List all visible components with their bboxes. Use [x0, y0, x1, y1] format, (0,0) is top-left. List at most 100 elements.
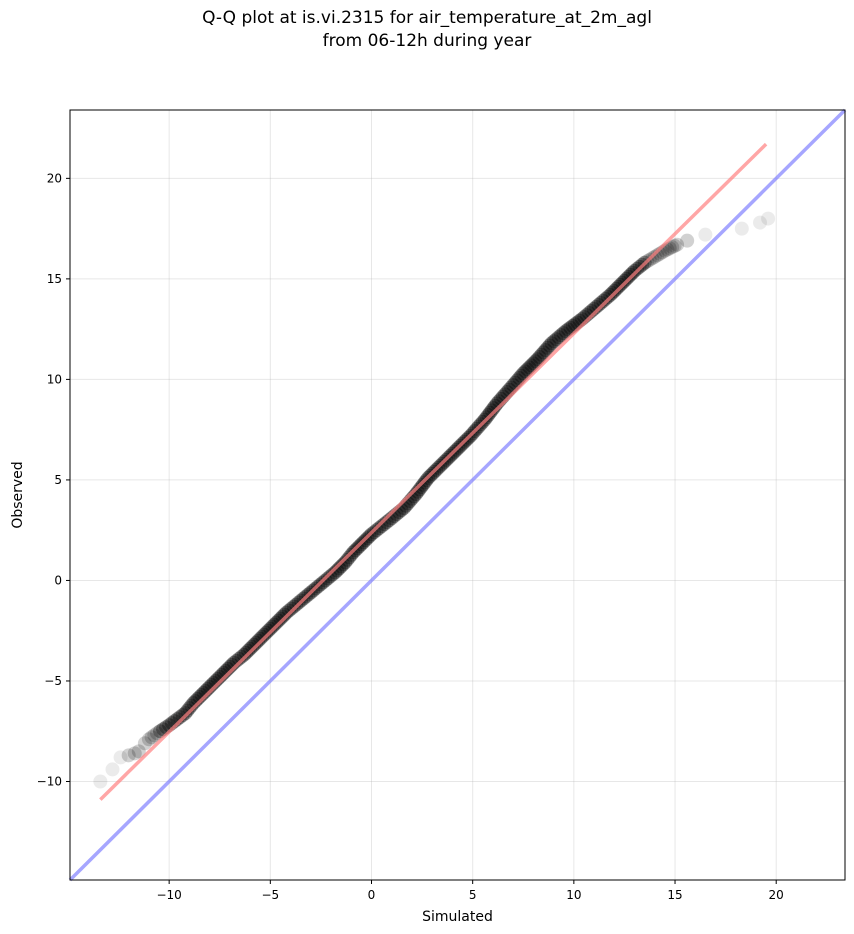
quantile-point [698, 227, 713, 242]
quantile-point [369, 523, 384, 538]
quantile-point [667, 238, 682, 253]
quantile-point [650, 248, 665, 263]
quantile-point [530, 352, 545, 367]
quantile-point [412, 482, 427, 497]
quantile-point [245, 639, 260, 654]
quantile-point [617, 273, 632, 288]
quantile-point [175, 708, 190, 723]
quantile-point [372, 521, 387, 536]
quantile-point [415, 477, 430, 492]
quantile-point [323, 569, 338, 584]
quantile-point [273, 611, 288, 626]
quantile-point [137, 736, 152, 751]
one-to-one-line [68, 108, 847, 882]
quantile-point [342, 550, 357, 565]
quantile-point [243, 641, 258, 656]
quantile-point [249, 635, 264, 650]
quantile-point [269, 615, 284, 630]
quantile-point [377, 517, 392, 532]
quantile-point [605, 285, 620, 300]
quantile-point [184, 698, 199, 713]
quantile-point [265, 619, 280, 634]
quantile-point [336, 557, 351, 572]
quantile-point [247, 637, 262, 652]
quantile-point [593, 296, 608, 311]
quantile-point [753, 215, 768, 230]
quantile-point [481, 408, 496, 423]
quantile-point [286, 599, 301, 614]
quantile-point [532, 349, 547, 364]
x-tick-label: 10 [566, 888, 581, 902]
quantile-point [121, 748, 136, 763]
quantile-point [623, 267, 638, 282]
y-tick-label: 10 [47, 372, 62, 386]
x-axis-label: Simulated [422, 909, 493, 925]
quantile-points [93, 211, 776, 789]
quantile-point [670, 237, 685, 252]
quantile-point [281, 603, 296, 618]
quantile-point [182, 701, 197, 716]
quantile-point [340, 552, 355, 567]
quantile-point [544, 336, 559, 351]
quantile-point [600, 289, 615, 304]
quantile-point [607, 283, 622, 298]
quantile-point [516, 366, 531, 381]
quantile-point [144, 730, 159, 745]
quantile-point [178, 706, 193, 721]
quantile-point [528, 354, 543, 369]
quantile-point [542, 338, 557, 353]
quantile-point [239, 645, 254, 660]
quantile-point [93, 774, 108, 789]
chart-title-line-1: Q-Q plot at is.vi.2315 for air_temperatu… [202, 8, 652, 28]
y-tick-label: 0 [54, 573, 62, 587]
quantile-point [267, 617, 282, 632]
quantile-point [284, 601, 299, 616]
quantile-point [237, 647, 252, 662]
quantile-point [334, 559, 349, 574]
quantile-point [241, 643, 256, 658]
quantile-point [538, 343, 553, 358]
quantile-point [625, 265, 640, 280]
quantile-point [540, 340, 555, 355]
quantile-point [598, 291, 613, 306]
x-tick-label: 5 [469, 888, 477, 902]
reference-lines [68, 108, 847, 882]
quantile-point [556, 326, 571, 341]
quantile-point [141, 732, 156, 747]
quantile-point [551, 330, 566, 345]
quantile-point [520, 362, 535, 377]
quantile-point [131, 744, 146, 759]
quantile-point [647, 249, 662, 264]
quantile-point [680, 233, 695, 248]
quantile-point [734, 221, 749, 236]
quantile-point [279, 605, 294, 620]
quantile-point [330, 563, 345, 578]
quantile-point [328, 565, 343, 580]
quantile-point [596, 293, 611, 308]
x-tick-label: 20 [769, 888, 784, 902]
chart-title-line-2: from 06-12h during year [322, 31, 532, 51]
x-tick-label: −5 [261, 888, 279, 902]
quantile-point [127, 746, 142, 761]
quantile-point [558, 324, 573, 339]
quantile-point [234, 649, 249, 664]
quantile-point [180, 703, 195, 718]
y-axis-label: Observed [10, 461, 26, 528]
quantile-point [615, 275, 630, 290]
quantile-point [621, 269, 636, 284]
fit-line [99, 142, 768, 801]
quantile-point [105, 762, 120, 777]
x-tick-label: 15 [667, 888, 682, 902]
quantile-point [320, 571, 335, 586]
y-tick-label: −5 [44, 674, 62, 688]
quantile-point [150, 726, 165, 741]
quantile-point [761, 211, 776, 226]
quantile-point [609, 281, 624, 296]
quantile-point [611, 279, 626, 294]
x-tick-label: −10 [156, 888, 181, 902]
quantile-point [414, 480, 429, 495]
quantile-point [277, 607, 292, 622]
x-tick-label: 0 [368, 888, 376, 902]
quantile-point [231, 651, 246, 666]
